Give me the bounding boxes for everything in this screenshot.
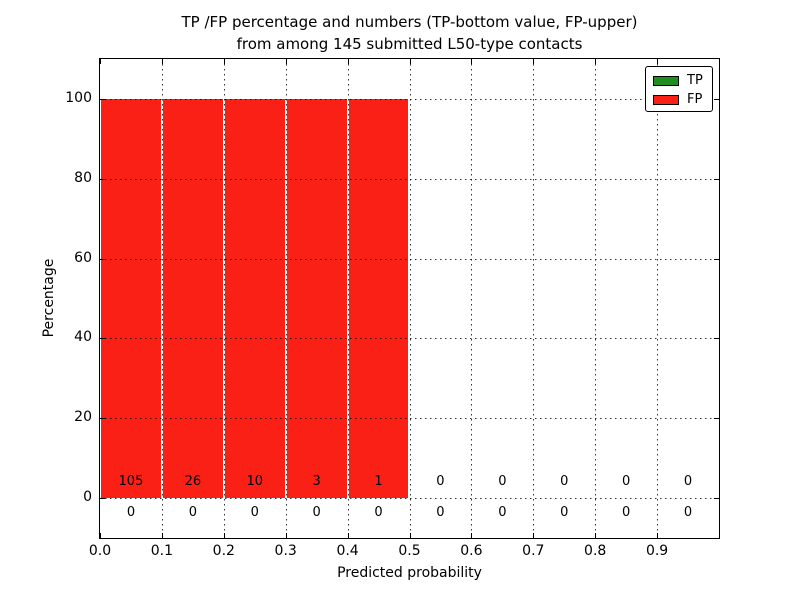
gridline-vertical [347,59,349,538]
fp-count-label: 3 [312,474,321,490]
y-tick-mark [714,178,719,180]
fp-count-label: 0 [622,474,631,490]
fp-count-label: 10 [246,474,264,490]
x-tick-label: 0.8 [584,543,607,559]
y-tick-mark [714,338,719,340]
y-tick-mark [100,178,105,180]
x-tick-label: 0.4 [336,543,359,559]
y-tick-mark [100,98,105,100]
x-tick-mark [161,533,163,538]
x-tick-mark [533,59,535,64]
legend-item-tp: TP [653,72,712,89]
x-tick-mark [657,533,659,538]
gridline-vertical [657,59,659,538]
tp-count-label: 0 [683,504,693,520]
legend-label: FP [687,92,703,107]
x-tick-mark [471,533,473,538]
chart-title: TP /FP percentage and numbers (TP-bottom… [99,11,720,55]
y-tick-mark [100,258,105,260]
fp-count-label: 1 [374,474,383,490]
y-tick-mark [100,418,105,420]
tp-count-label: 0 [188,504,197,520]
y-tick-label: 100 [65,89,92,106]
gridline-vertical [285,59,287,538]
x-tick-label: 0.9 [645,543,669,559]
x-tick-mark [347,533,349,538]
tp-count-label: 0 [312,504,321,520]
fp-count-label: 0 [436,474,445,490]
y-tick-label: 0 [83,489,92,506]
legend-swatch-tp [653,75,679,86]
tp-count-label: 0 [374,504,383,520]
x-tick-label: 0.3 [274,543,297,559]
x-tick-mark [533,533,535,538]
legend-item-fp: FP [653,91,712,108]
bar-fp [101,98,161,499]
y-tick-mark [714,418,719,420]
fp-count-label: 0 [683,474,693,490]
y-tick-mark [714,258,719,260]
fp-count-label: 105 [118,474,144,490]
x-tick-mark [409,533,411,538]
gridline-vertical [409,59,411,538]
y-tick-mark [100,338,105,340]
legend-label: TP [687,73,703,88]
gridline-vertical [471,59,473,538]
y-tick-mark [100,498,105,500]
gridline-vertical [161,59,163,538]
x-tick-label: 0.1 [150,543,174,559]
x-tick-mark [409,59,411,64]
gridline-vertical [595,59,597,538]
x-tick-mark [100,533,101,538]
plot-area: 0 0 0 0 0 0 0 0 0 0 105 26 10 3 1 0 0 0 0 0 [99,58,720,539]
legend-box: TP FP [645,66,713,112]
x-tick-mark [657,59,659,64]
x-tick-label: 0.0 [88,543,112,559]
x-tick-mark [100,59,101,64]
tp-count-label: 0 [622,504,631,520]
x-tick-mark [595,59,597,64]
tp-count-label: 0 [498,504,507,520]
y-tick-label: 40 [74,329,92,346]
x-tick-mark [223,59,225,64]
y-tick-mark [714,98,719,100]
tp-count-label: 0 [436,504,445,520]
gridline-vertical [223,59,225,538]
x-tick-label: 0.2 [212,543,235,559]
x-tick-mark [223,533,225,538]
x-tick-mark [161,59,163,64]
gridline-vertical [533,59,535,538]
x-tick-mark [285,59,287,64]
x-tick-label: 0.5 [398,543,421,559]
tp-count-label: 0 [250,504,259,520]
x-tick-mark [285,533,287,538]
tp-count-label: 0 [560,504,569,520]
x-tick-mark [595,533,597,538]
y-tick-label: 60 [74,249,92,266]
tp-count-label: 0 [126,504,136,520]
fp-count-label: 0 [498,474,507,490]
fp-count-label: 26 [184,474,202,490]
bar-fp [348,98,409,499]
y-tick-label: 80 [74,169,92,186]
x-tick-label: 0.6 [460,543,483,559]
x-tick-mark [471,59,473,64]
fp-count-label: 0 [560,474,569,490]
bar-fp [224,98,285,499]
y-tick-label: 20 [74,409,92,426]
y-tick-mark [714,498,719,500]
bar-fp [162,98,223,499]
legend-swatch-fp [653,94,679,105]
chart-title-line-2: from among 145 submitted L50-type contac… [236,35,583,53]
chart-title-line-1: TP /FP percentage and numbers (TP-bottom… [181,13,638,31]
x-axis-label: Predicted probability [337,565,482,581]
x-tick-mark [347,59,349,64]
x-tick-label: 0.7 [522,543,545,559]
bar-fp [286,98,347,499]
